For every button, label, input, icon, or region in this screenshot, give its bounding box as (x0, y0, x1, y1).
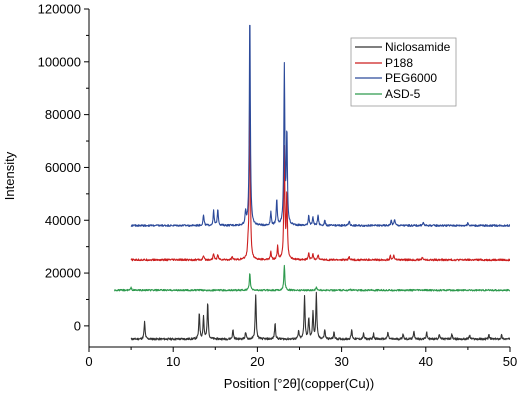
y-tick-label: 40000 (45, 213, 81, 228)
legend-label-niclosamide: Niclosamide (385, 40, 451, 54)
y-tick-label: 20000 (45, 266, 81, 281)
y-tick-label: 0 (74, 318, 81, 333)
x-tick-label: 30 (334, 354, 348, 369)
legend-label-asd5: ASD-5 (385, 87, 421, 101)
legend: Niclosamide P188 PEG6000 ASD-5 (350, 37, 457, 107)
x-tick-label: 50 (503, 354, 517, 369)
series-line-asd5 (114, 264, 510, 292)
plot-lines (114, 24, 510, 341)
series-line-peg6000 (130, 24, 510, 227)
series-line-p188 (130, 105, 510, 262)
y-axis-title: Intensity (2, 151, 17, 200)
y-tick-label: 80000 (45, 107, 81, 122)
legend-box (350, 37, 457, 107)
series-line-niclosamide (130, 291, 510, 341)
x-tick-label: 10 (166, 354, 180, 369)
x-tick-label: 0 (85, 354, 92, 369)
legend-label-p188: P188 (385, 56, 413, 70)
y-tick-label: 100000 (38, 54, 81, 69)
legend-label-peg6000: PEG6000 (385, 71, 437, 85)
y-tick-label: 60000 (45, 160, 81, 175)
ticks: 0 10 20 30 40 50 0 20000 40000 60000 80000 100000 12… (38, 2, 518, 370)
y-tick-label: 120000 (38, 2, 81, 17)
x-tick-label: 40 (419, 354, 433, 369)
x-axis-title: Position [°2θ](copper(Cu)) (224, 376, 374, 391)
x-tick-label: 20 (250, 354, 264, 369)
